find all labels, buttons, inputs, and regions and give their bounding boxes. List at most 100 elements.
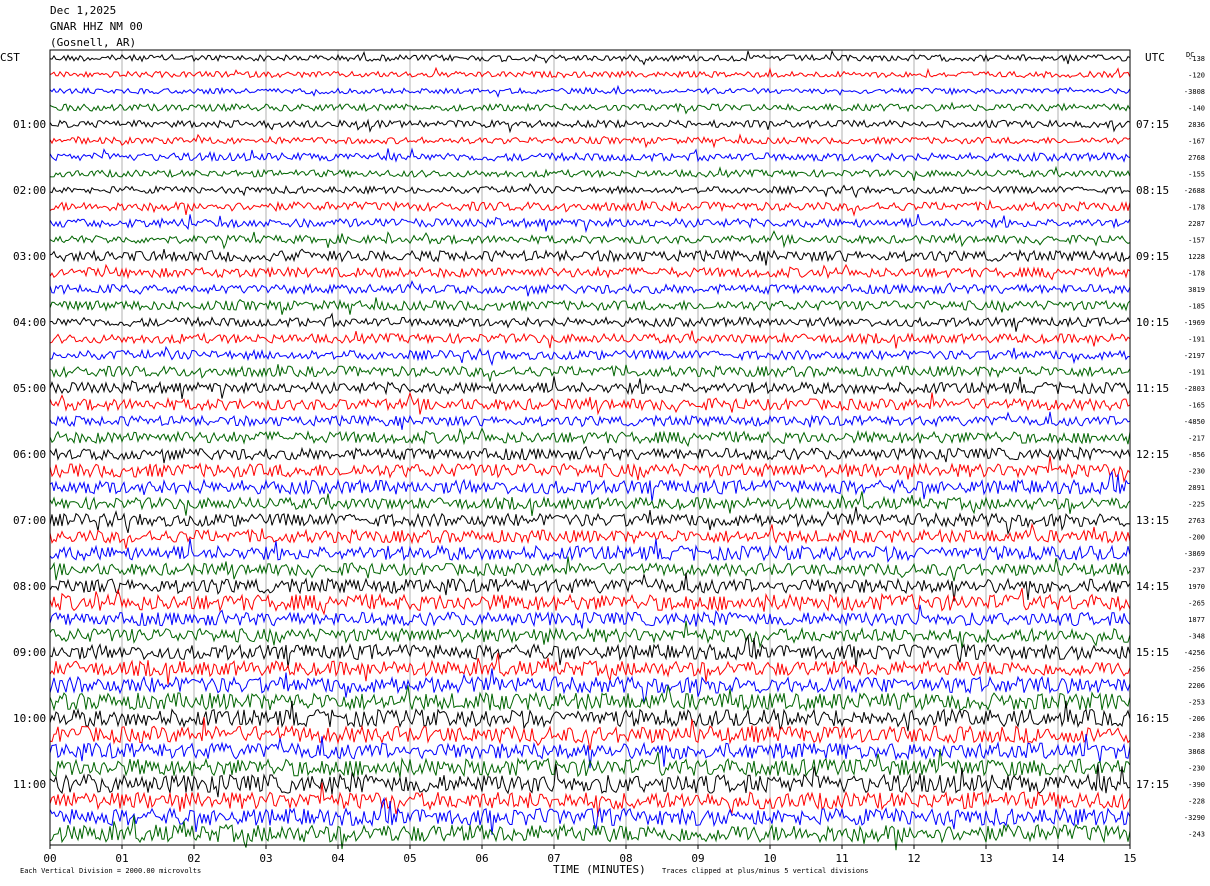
dc-offset-label: -2688 <box>1184 187 1205 195</box>
utc-tick-label: 13:15 <box>1136 514 1169 527</box>
seismic-trace <box>49 733 1131 769</box>
dc-offset-label: -230 <box>1188 468 1205 476</box>
x-tick-label: 05 <box>403 852 416 865</box>
seismic-trace <box>49 279 1131 297</box>
plot-frame <box>49 49 1131 846</box>
dc-offset-label: -225 <box>1188 501 1205 509</box>
seismic-trace <box>49 49 1131 66</box>
dc-offset-label: -3808 <box>1184 88 1205 96</box>
dc-offset-label: -3869 <box>1184 550 1205 558</box>
minute-gridlines <box>121 50 1059 845</box>
x-tick-label: 03 <box>259 852 272 865</box>
dc-offset-label: 1877 <box>1188 616 1205 624</box>
dc-offset-label: 1228 <box>1188 253 1205 261</box>
seismic-trace <box>49 147 1131 163</box>
seismic-trace <box>49 345 1131 367</box>
x-tick-label: 10 <box>763 852 776 865</box>
dc-offset-label: 2891 <box>1188 484 1205 492</box>
dc-offset-label: -217 <box>1188 435 1205 443</box>
location-label: (Gosnell, AR) <box>50 36 137 49</box>
dc-offset-label: -348 <box>1188 633 1205 641</box>
seismic-trace <box>49 815 1131 851</box>
utc-tick-label: 11:15 <box>1136 382 1169 395</box>
seismic-trace <box>49 796 1131 835</box>
x-tick-label: 11 <box>835 852 848 865</box>
utc-tick-label: 14:15 <box>1136 580 1169 593</box>
dc-offset-label: -206 <box>1188 715 1205 723</box>
x-tick-label: 02 <box>187 852 200 865</box>
seismic-trace <box>49 101 1131 115</box>
seismic-trace <box>49 84 1131 98</box>
scale-note: Each Vertical Division = 2000.00 microvo… <box>20 867 202 875</box>
dc-offset-label: 2836 <box>1188 121 1205 129</box>
seismic-trace <box>49 491 1131 516</box>
seismic-trace <box>49 297 1131 315</box>
seismic-trace <box>49 165 1131 181</box>
dc-offset-label: -856 <box>1188 451 1205 459</box>
seismic-trace <box>49 133 1131 149</box>
utc-time-ticks: 07:15 08:15 09:15 10:15 11:15 12:15 13:15 14:15… <box>1136 118 1169 791</box>
seismic-trace <box>49 634 1131 668</box>
x-tick-label: 07 <box>547 852 560 865</box>
seismic-trace <box>49 456 1131 484</box>
dc-offset-label: 3819 <box>1188 286 1205 294</box>
cst-tick-label: 08:00 <box>13 580 46 593</box>
seismic-trace <box>49 652 1131 685</box>
clip-note: Traces clipped at plus/minus 5 vertical … <box>662 867 869 875</box>
cst-tick-label: 02:00 <box>13 184 46 197</box>
trace-group <box>49 49 1131 851</box>
seismic-trace <box>49 183 1131 199</box>
x-tick-label: 09 <box>691 852 704 865</box>
dc-label: DC <box>1186 51 1194 59</box>
seismic-trace <box>49 506 1131 536</box>
seismic-trace <box>49 411 1131 430</box>
dc-offset-label: -4850 <box>1184 418 1205 426</box>
dc-offset-label: 2206 <box>1188 682 1205 690</box>
x-tick-label: 00 <box>43 852 56 865</box>
dc-offset-label: -3290 <box>1184 814 1205 822</box>
seismic-trace <box>49 427 1131 448</box>
seismic-trace <box>49 263 1131 281</box>
dc-offset-label: -243 <box>1188 831 1205 839</box>
dc-offset-label: -2803 <box>1184 385 1205 393</box>
cst-tick-label: 05:00 <box>13 382 46 395</box>
seismic-trace <box>49 717 1131 751</box>
dc-offset-label: -178 <box>1188 270 1205 278</box>
station-label: GNAR HHZ NM 00 <box>50 20 143 33</box>
dc-offset-label: -2197 <box>1184 352 1205 360</box>
dc-offset-label: -1969 <box>1184 319 1205 327</box>
seismic-trace <box>49 668 1131 703</box>
seismic-trace <box>49 685 1131 712</box>
seismic-trace <box>49 522 1131 549</box>
utc-tick-label: 12:15 <box>1136 448 1169 461</box>
dc-offset-label: -191 <box>1188 369 1205 377</box>
dc-offset-label: -185 <box>1188 303 1205 311</box>
seismic-trace <box>49 470 1131 502</box>
dc-offset-label: 2287 <box>1188 220 1205 228</box>
seismic-trace <box>49 199 1131 217</box>
utc-tick-label: 09:15 <box>1136 250 1169 263</box>
utc-tick-label: 07:15 <box>1136 118 1169 131</box>
seismic-trace <box>49 66 1131 79</box>
x-tick-label: 14 <box>1051 852 1065 865</box>
seismic-trace <box>49 700 1131 732</box>
x-tick-label: 12 <box>907 852 920 865</box>
seismic-trace <box>49 782 1131 817</box>
cst-tick-label: 10:00 <box>13 712 46 725</box>
seismic-trace <box>49 248 1131 266</box>
cst-axis-label: CST <box>0 51 20 64</box>
dc-offset-label: 3868 <box>1188 748 1205 756</box>
seismic-trace <box>49 764 1131 798</box>
cst-tick-label: 01:00 <box>13 118 46 131</box>
x-axis-title: TIME (MINUTES) <box>553 863 646 876</box>
cst-tick-label: 06:00 <box>13 448 46 461</box>
seismic-trace <box>49 376 1131 399</box>
utc-tick-label: 15:15 <box>1136 646 1169 659</box>
dc-offset-label: -120 <box>1188 72 1205 80</box>
seismic-trace <box>49 556 1131 582</box>
cst-tick-label: 11:00 <box>13 778 46 791</box>
utc-tick-label: 16:15 <box>1136 712 1169 725</box>
dc-offset-label: 2768 <box>1188 154 1205 162</box>
dc-offset-label: -155 <box>1188 171 1205 179</box>
seismic-trace <box>49 213 1131 234</box>
